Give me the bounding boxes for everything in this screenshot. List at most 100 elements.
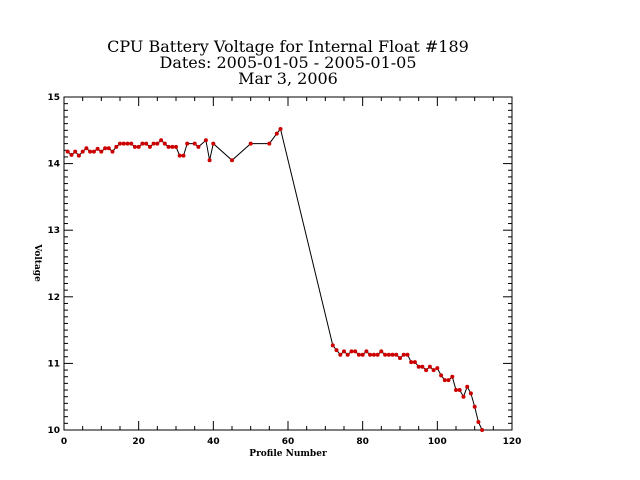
data-point (349, 349, 354, 354)
x-tick-label: 80 (356, 437, 369, 447)
data-point (103, 146, 108, 151)
data-point (196, 144, 201, 149)
data-point (80, 149, 85, 154)
data-point (114, 144, 119, 149)
y-axis-label: Voltage (32, 243, 42, 282)
data-point (450, 374, 455, 379)
data-point (442, 378, 447, 383)
data-point (435, 366, 440, 371)
y-axis-ticks (64, 96, 512, 431)
data-point (267, 141, 272, 146)
data-point (181, 153, 186, 158)
data-point (274, 131, 279, 136)
data-point (356, 352, 361, 357)
data-point (76, 153, 81, 158)
data-point (159, 138, 164, 143)
data-point (192, 141, 197, 146)
voltage-series-line (67, 127, 483, 431)
data-point (446, 378, 451, 383)
data-point (468, 391, 473, 396)
data-point (439, 373, 444, 378)
data-point (211, 141, 216, 146)
data-point (278, 127, 283, 131)
data-point (330, 343, 335, 348)
data-point (454, 388, 458, 392)
data-point (465, 384, 470, 389)
data-point (412, 360, 417, 365)
data-point (147, 144, 152, 149)
data-point (136, 144, 141, 149)
data-point (207, 158, 212, 163)
data-point (177, 153, 182, 158)
y-tick-label: 13 (47, 226, 60, 236)
data-point (368, 352, 373, 357)
data-point (174, 144, 178, 149)
y-tick-label: 15 (47, 93, 60, 103)
x-tick-labels: 0 20 40 60 80 100 120 (61, 437, 522, 447)
voltage-series-points (65, 127, 485, 432)
data-point (95, 146, 100, 151)
x-tick-label: 60 (282, 437, 295, 447)
data-point (386, 352, 391, 357)
y-tick-label: 14 (47, 160, 60, 170)
data-point (480, 428, 485, 432)
data-point (390, 352, 395, 357)
x-tick-label: 20 (132, 437, 145, 447)
data-point (121, 141, 126, 146)
chart-title: CPU Battery Voltage for Internal Float #… (107, 37, 469, 56)
data-point (185, 141, 190, 146)
x-tick-label: 120 (503, 437, 522, 447)
x-axis-label: Profile Number (249, 449, 327, 459)
y-tick-label: 10 (47, 426, 60, 436)
data-point (73, 149, 78, 154)
data-point (427, 364, 432, 369)
data-point (383, 352, 388, 357)
data-point (405, 352, 410, 357)
data-point (106, 146, 111, 151)
y-tick-label: 12 (47, 293, 60, 303)
data-point (118, 141, 122, 146)
x-tick-label: 40 (207, 437, 220, 447)
data-point (203, 138, 208, 143)
data-point (170, 144, 175, 149)
data-point (409, 360, 414, 365)
data-point (99, 149, 104, 154)
data-point (379, 349, 384, 354)
data-point (248, 141, 253, 146)
data-point (125, 141, 130, 146)
x-tick-label: 100 (428, 437, 447, 447)
data-point (140, 141, 145, 146)
data-point (461, 394, 466, 399)
chart-subtitle: Dates: 2005-01-05 - 2005-01-05 (159, 53, 416, 72)
data-point (424, 368, 429, 373)
data-point (472, 404, 477, 409)
y-tick-label: 11 (47, 359, 60, 369)
data-point (129, 141, 134, 146)
data-point (144, 141, 149, 146)
data-point (65, 149, 70, 154)
data-point (91, 149, 96, 154)
x-axis-ticks (63, 97, 513, 430)
data-point (457, 388, 462, 392)
data-point (110, 149, 115, 154)
data-point (230, 158, 234, 163)
data-point (375, 352, 380, 357)
data-point (431, 368, 436, 373)
data-point (166, 144, 171, 149)
data-point (162, 141, 167, 146)
data-point (88, 149, 93, 154)
data-point (338, 352, 343, 357)
data-point (476, 420, 481, 424)
data-point (334, 348, 339, 353)
chart-date: Mar 3, 2006 (238, 69, 338, 88)
data-point (394, 352, 399, 357)
data-point (420, 364, 425, 369)
data-point (401, 352, 406, 357)
y-tick-labels: 10 11 12 13 14 15 (47, 93, 60, 436)
x-tick-label: 0 (61, 437, 67, 447)
data-point (398, 356, 402, 361)
data-point (155, 141, 160, 146)
data-point (151, 141, 156, 146)
data-point (353, 349, 358, 354)
